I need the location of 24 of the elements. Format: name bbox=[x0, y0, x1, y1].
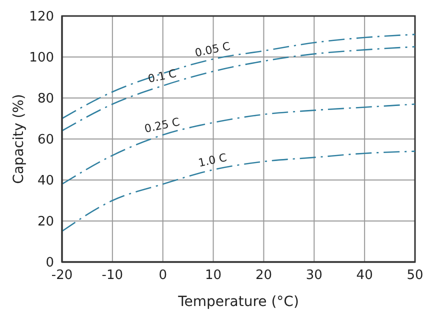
text: 1.0 C bbox=[197, 150, 228, 170]
line-series bbox=[62, 34, 415, 120]
x-tick-label: -10 bbox=[102, 268, 124, 284]
y-tick-label: 60 bbox=[37, 132, 54, 148]
x-tick-label: -20 bbox=[51, 268, 73, 284]
y-tick-label: 120 bbox=[29, 10, 54, 25]
y-tick-label: 80 bbox=[37, 92, 54, 107]
y-tick-label: 100 bbox=[29, 50, 54, 66]
x-tick-label: 20 bbox=[255, 268, 272, 284]
x-tick-label: 40 bbox=[356, 268, 373, 284]
x-tick-label: 50 bbox=[406, 268, 424, 284]
x-tick-label: 0 bbox=[158, 268, 167, 284]
text: 0.1 C bbox=[146, 66, 178, 86]
x-axis-title: Temperature (°C) bbox=[177, 294, 299, 310]
y-tick-label: 40 bbox=[37, 174, 54, 189]
x-tick-label: 30 bbox=[306, 268, 322, 284]
x-tick-label: 10 bbox=[205, 268, 222, 284]
text: 0.25 C bbox=[143, 115, 182, 136]
line-series bbox=[62, 150, 415, 232]
text: 0.05 C bbox=[194, 39, 232, 60]
line-series bbox=[62, 104, 415, 185]
y-tick-label: 0 bbox=[46, 256, 54, 271]
y-axis-title: Capacity (%) bbox=[10, 94, 27, 184]
y-tick-label: 20 bbox=[37, 214, 54, 230]
